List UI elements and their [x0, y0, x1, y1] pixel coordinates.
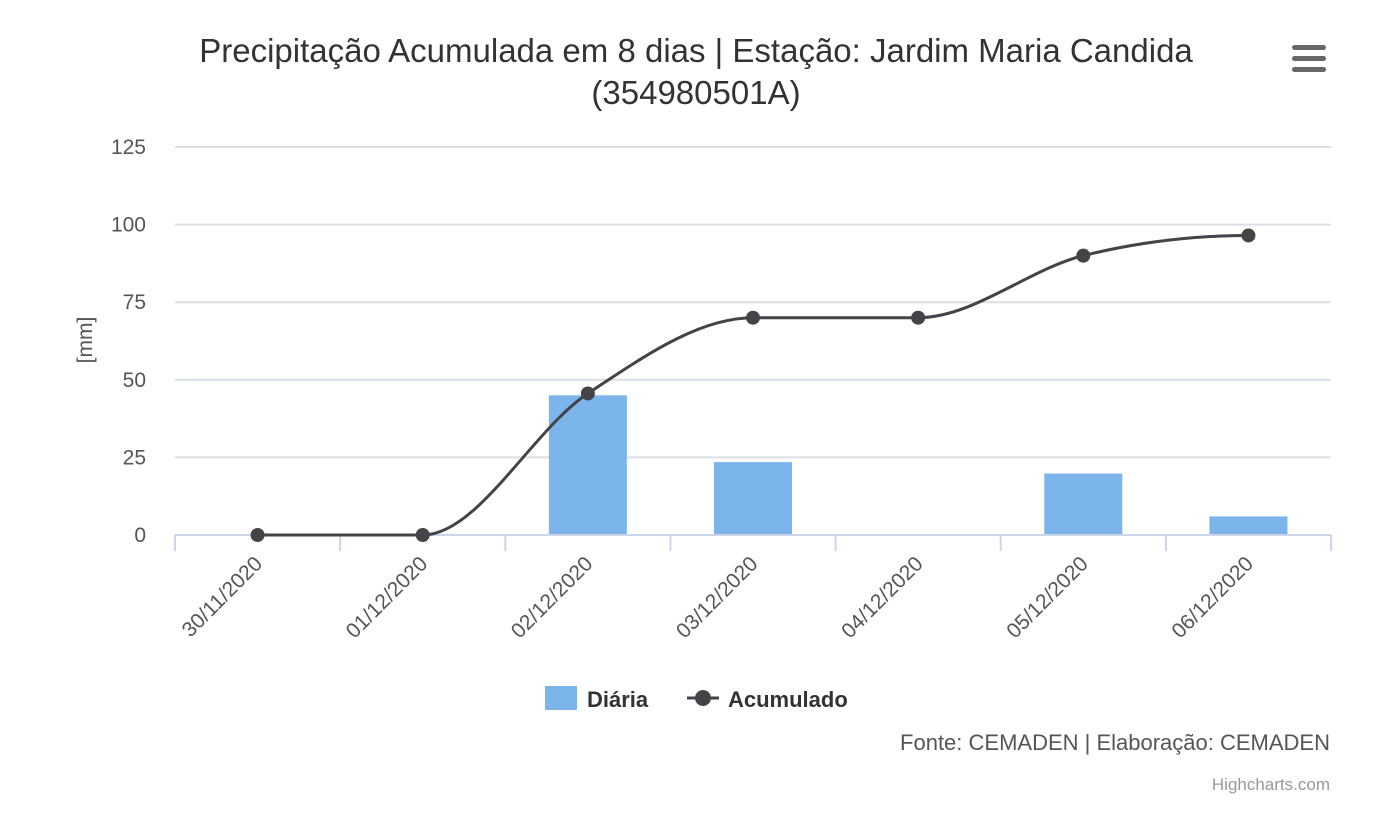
y-tick-label: 0: [134, 524, 146, 547]
legend-marker-acumulado: [695, 690, 711, 706]
source-credit: Fonte: CEMADEN | Elaboração: CEMADEN: [900, 730, 1330, 755]
x-tick-label: 01/12/2020: [342, 552, 433, 643]
x-tick-label: 03/12/2020: [672, 552, 763, 643]
bar-diaria-05-12-2020[interactable]: [1044, 473, 1123, 535]
y-tick-label: 125: [111, 136, 146, 159]
point-acumulado-06-12-2020[interactable]: [1241, 228, 1256, 243]
point-acumulado-04-12-2020[interactable]: [911, 310, 926, 325]
y-axis-label: [mm]: [74, 317, 97, 364]
legend-item-acumulado[interactable]: Acumulado: [687, 687, 848, 712]
bar-diaria-03-12-2020[interactable]: [714, 462, 792, 535]
x-axis: [174, 534, 1332, 551]
point-acumulado-05-12-2020[interactable]: [1076, 248, 1091, 263]
grid-lines: [175, 146, 1331, 459]
y-tick-label: 100: [111, 214, 146, 237]
bar-diaria-06-12-2020[interactable]: [1209, 516, 1288, 535]
y-tick-label: 25: [123, 446, 146, 469]
legend-label-acumulado: Acumulado: [728, 687, 848, 712]
line-series: [250, 228, 1256, 542]
point-acumulado-01-12-2020[interactable]: [415, 528, 430, 542]
y-axis-ticks: 0 25 50 75 100 125: [111, 136, 146, 547]
x-tick-label: 02/12/2020: [507, 552, 598, 643]
point-acumulado-03-12-2020[interactable]: [746, 310, 760, 325]
highcharts-credit-link[interactable]: Highcharts.com: [1212, 775, 1330, 794]
bar-diaria-02-12-2020[interactable]: [548, 395, 627, 535]
point-acumulado-30-11-2020[interactable]: [250, 528, 265, 542]
x-tick-label: 05/12/2020: [1002, 552, 1093, 643]
y-tick-label: 75: [123, 291, 146, 314]
point-acumulado-02-12-2020[interactable]: [580, 386, 595, 401]
x-axis-ticks: 30/11/2020 01/12/2020 02/12/2020 03/12/2020…: [178, 552, 1258, 643]
x-tick-label: 30/11/2020: [178, 552, 267, 641]
legend-swatch-diaria: [545, 686, 577, 710]
legend-label-diaria: Diária: [587, 687, 649, 712]
x-tick-label: 04/12/2020: [837, 552, 928, 643]
x-tick-label: 06/12/2020: [1167, 552, 1258, 643]
hamburger-menu-icon[interactable]: [1288, 38, 1332, 78]
y-tick-label: 50: [123, 369, 146, 392]
legend-item-diaria[interactable]: Diária: [545, 686, 649, 712]
bar-series: [548, 395, 1288, 535]
chart-title-line-2: (354980501A): [591, 74, 800, 111]
chart-title-line-1: Precipitação Acumulada em 8 dias | Estaç…: [199, 32, 1193, 69]
